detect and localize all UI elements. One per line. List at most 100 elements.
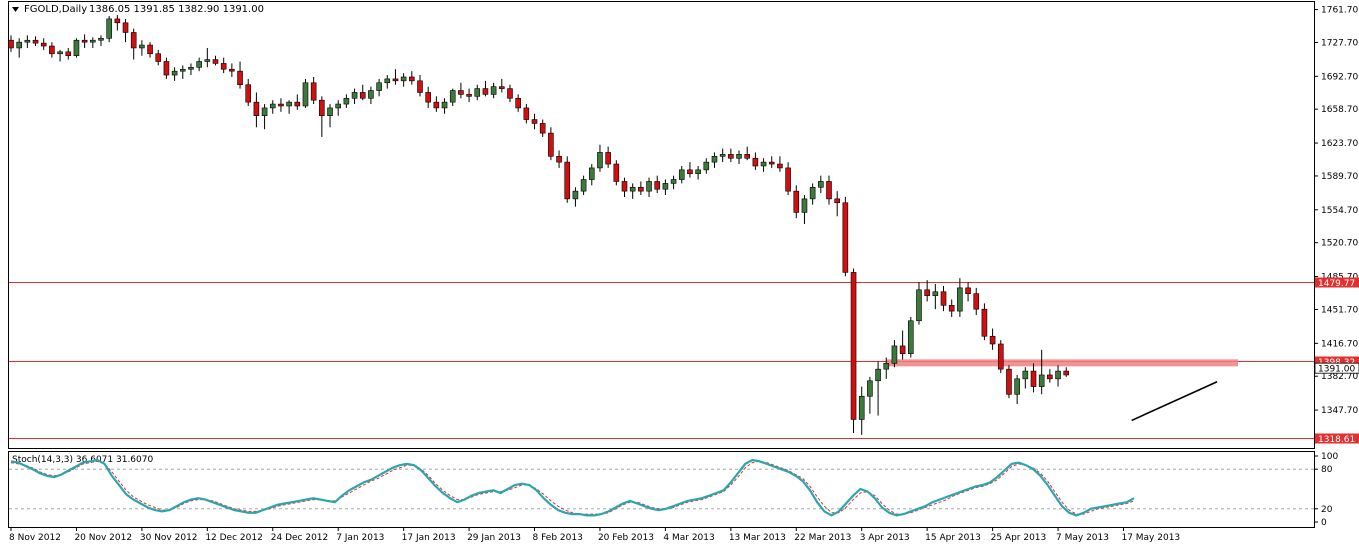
price-tick-label: 1623.70 — [1321, 139, 1358, 149]
chart-symbol: FGOLD,Daily — [24, 4, 87, 15]
candle — [907, 316, 914, 358]
date-tick-label: 25 Apr 2013 — [991, 533, 1047, 543]
bullish-candle-body — [891, 345, 898, 364]
candle — [286, 100, 292, 114]
candle — [40, 38, 47, 50]
bullish-candle-body — [196, 61, 202, 68]
candle — [498, 78, 505, 93]
candle — [588, 164, 595, 186]
candle — [204, 47, 211, 68]
candle — [997, 340, 1004, 374]
date-tick-label: 15 Apr 2013 — [925, 533, 981, 543]
bullish-candle-body — [597, 152, 603, 169]
date-tick-label: 30 Nov 2012 — [140, 533, 198, 543]
bullish-candle-body — [1038, 374, 1045, 387]
bearish-candle-body — [8, 39, 14, 49]
stoch-tick-label: 20 — [1321, 505, 1333, 515]
bearish-candle-body — [531, 119, 538, 124]
level-price-tag — [1315, 356, 1359, 367]
candle — [474, 84, 481, 101]
bearish-candle-body — [229, 68, 235, 72]
bullish-candle-body — [858, 395, 865, 420]
candle — [981, 303, 988, 341]
candle — [703, 158, 710, 174]
bullish-candle-body — [204, 59, 211, 62]
bearish-candle-body — [278, 103, 284, 107]
candle — [965, 282, 971, 302]
candle — [147, 42, 153, 58]
bullish-candle-body — [302, 82, 309, 107]
bearish-candle-body — [556, 156, 562, 163]
candle — [564, 156, 571, 203]
candle — [629, 183, 636, 199]
bullish-candle-body — [1014, 378, 1020, 395]
candle — [441, 98, 448, 114]
stoch-axis: 100 80 20 0 — [1314, 452, 1338, 528]
candle — [1006, 365, 1012, 399]
main-pane-frame — [8, 1, 1315, 449]
candle — [572, 187, 579, 207]
bearish-candle-body — [924, 289, 930, 296]
candle — [220, 57, 227, 74]
bearish-candle-body — [1063, 370, 1070, 376]
support-trendline — [1131, 381, 1218, 422]
candle — [858, 386, 865, 435]
candle — [711, 152, 718, 168]
date-tick-label: 13 Mar 2013 — [729, 533, 786, 543]
bullish-candle-body — [286, 101, 292, 107]
stoch-pane-frame — [8, 451, 1315, 528]
candle — [580, 175, 587, 196]
bullish-candle-body — [90, 39, 96, 43]
bullish-candle-body — [760, 161, 767, 167]
candle — [163, 57, 170, 79]
bearish-candle-body — [1047, 374, 1053, 380]
bearish-candle-body — [948, 304, 955, 312]
date-tick-label: 4 Mar 2013 — [663, 533, 714, 543]
candle — [531, 113, 538, 130]
candle — [319, 96, 325, 137]
candle — [269, 100, 276, 114]
bullish-candle-body — [801, 198, 808, 213]
candle — [687, 162, 693, 178]
candle — [752, 152, 759, 170]
stoch-tick-label: 0 — [1321, 518, 1327, 528]
bullish-candle-body — [188, 67, 194, 70]
candle — [155, 49, 162, 66]
candle — [818, 175, 824, 194]
candle — [777, 156, 783, 172]
bearish-candle-body — [940, 291, 947, 306]
candle — [507, 84, 513, 103]
candle — [466, 88, 472, 103]
bullish-candle-body — [106, 18, 112, 39]
bearish-candle-body — [425, 92, 431, 103]
candle — [81, 34, 88, 48]
candle — [523, 104, 530, 124]
bearish-candle-body — [997, 343, 1004, 370]
price-tick-label: 1554.70 — [1321, 206, 1358, 216]
bearish-candle-body — [122, 22, 129, 33]
level-price-label: 1318.61 — [1318, 435, 1355, 445]
price-tick-label: 1416.70 — [1321, 339, 1358, 349]
candle — [49, 42, 55, 58]
candle — [335, 100, 342, 116]
candle — [179, 65, 186, 79]
bearish-candle-body — [237, 70, 243, 86]
candle — [294, 94, 301, 110]
bearish-candle-body — [834, 198, 840, 204]
candle — [834, 191, 840, 217]
date-tick-label: 7 May 2013 — [1056, 533, 1109, 543]
bullish-candle-body — [580, 179, 587, 192]
bearish-candle-body — [1030, 370, 1037, 387]
candle — [867, 376, 873, 414]
candle — [392, 69, 399, 85]
candle — [556, 150, 562, 168]
collapse-triangle-icon[interactable] — [12, 7, 19, 12]
candle — [515, 94, 521, 112]
bullish-candle-body — [171, 70, 178, 76]
bearish-candle-body — [359, 92, 366, 99]
candle — [646, 177, 652, 197]
date-tick-label: 8 Feb 2013 — [533, 533, 583, 543]
candle — [932, 284, 939, 310]
bearish-candle-body — [564, 161, 571, 200]
